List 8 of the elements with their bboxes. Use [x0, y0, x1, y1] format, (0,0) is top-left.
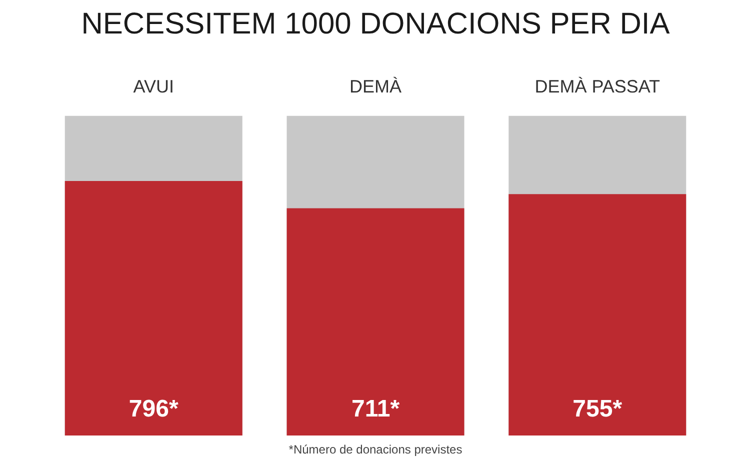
chart-title: NECESSITEM 1000 DONACIONS PER DIA	[81, 8, 670, 40]
x-tick-label: DEMÀ PASSAT	[534, 76, 660, 97]
data-label: 796*	[128, 396, 179, 423]
x-tick-label: DEMÀ	[350, 76, 402, 97]
data-label: 755*	[572, 396, 623, 423]
x-tick-label: AVUI	[133, 76, 174, 97]
text: *Número de donacions previstes	[288, 442, 462, 456]
data-label: 711*	[351, 396, 400, 423]
